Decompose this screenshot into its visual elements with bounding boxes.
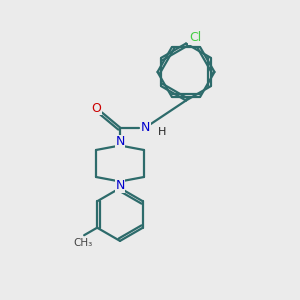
Text: N: N bbox=[141, 121, 150, 134]
Text: H: H bbox=[158, 127, 166, 137]
Text: N: N bbox=[115, 179, 125, 192]
Text: N: N bbox=[115, 135, 125, 148]
Text: Cl: Cl bbox=[189, 31, 201, 44]
Text: CH₃: CH₃ bbox=[73, 238, 92, 248]
Text: O: O bbox=[91, 101, 101, 115]
